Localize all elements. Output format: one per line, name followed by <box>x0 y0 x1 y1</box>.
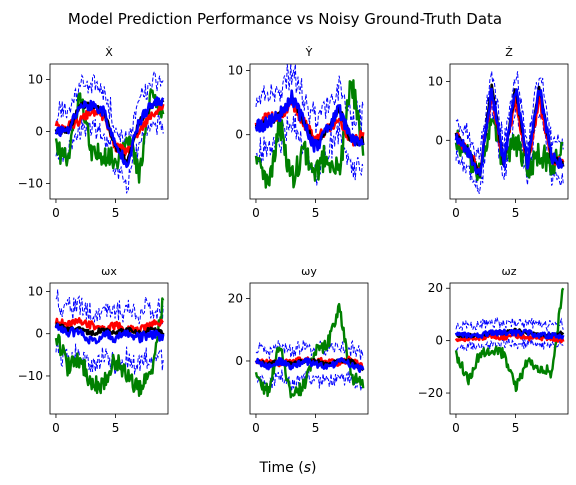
y-tick-label: 10 <box>428 75 443 89</box>
y-tick-label: −20 <box>418 386 443 400</box>
subplot-3: Ż 0 5 0 10 <box>428 46 568 220</box>
x-tick-label: 0 <box>252 421 260 435</box>
subplot-1: Ẋ 0 5 −10 0 10 <box>18 46 168 220</box>
x-tick-label: 0 <box>52 421 60 435</box>
x-tick-label: 0 <box>52 206 60 220</box>
x-tick-label: 5 <box>512 421 520 435</box>
subplot-6: ωz 0 5 −20 0 20 <box>418 265 568 435</box>
x-axis-label-prefix: Time ( <box>259 460 304 476</box>
figure-title: Model Prediction Performance vs Noisy Gr… <box>68 10 502 28</box>
x-tick-label: 5 <box>312 421 320 435</box>
y-tick-label: 0 <box>35 327 43 341</box>
x-tick-label: 0 <box>452 206 460 220</box>
y-tick-label: −10 <box>18 369 43 383</box>
y-tick-label: 0 <box>435 133 443 147</box>
subplot-title: Ż <box>505 46 513 59</box>
ground-truth-line <box>256 304 363 397</box>
plot-area <box>456 71 563 194</box>
subplot-title: ωz <box>502 265 517 278</box>
upper-bound-line <box>56 290 163 325</box>
y-tick-label: 10 <box>228 63 243 77</box>
y-tick-label: 20 <box>428 281 443 295</box>
x-tick-label: 5 <box>312 206 320 220</box>
upper-bound-line <box>456 318 563 331</box>
y-tick-label: 0 <box>435 334 443 348</box>
x-axis-label-suffix: ) <box>311 460 316 476</box>
subplot-title: ωy <box>301 265 317 278</box>
ground-truth-line <box>56 299 163 396</box>
subplot-title: Ẏ <box>305 46 313 59</box>
x-tick-label: 5 <box>512 206 520 220</box>
subplot-title: Ẋ <box>105 46 113 59</box>
y-tick-label: 0 <box>235 128 243 142</box>
y-tick-label: −10 <box>18 176 43 190</box>
y-tick-label: 0 <box>235 354 243 368</box>
subplot-2: Ẏ 0 5 0 10 <box>228 46 368 220</box>
plot-area <box>456 288 563 391</box>
plot-area <box>256 61 363 187</box>
subplot-title: ωx <box>101 265 117 278</box>
plot-area <box>56 72 163 194</box>
plot-area <box>56 290 163 396</box>
x-tick-label: 5 <box>112 421 120 435</box>
subplot-5: ωy 0 5 0 20 <box>228 265 368 435</box>
x-axis-label-unit: s <box>304 460 311 476</box>
y-tick-label: 10 <box>28 73 43 87</box>
y-tick-label: 10 <box>28 284 43 298</box>
plot-area <box>256 304 363 397</box>
y-tick-label: 20 <box>228 292 243 306</box>
x-tick-label: 0 <box>452 421 460 435</box>
y-tick-label: 0 <box>35 125 43 139</box>
subplot-4: ωx 0 5 −10 0 10 <box>18 265 168 435</box>
x-tick-label: 5 <box>112 206 120 220</box>
shared-x-axis-label: Time (s) <box>259 460 317 476</box>
x-tick-label: 0 <box>252 206 260 220</box>
axes-frame <box>450 283 568 414</box>
